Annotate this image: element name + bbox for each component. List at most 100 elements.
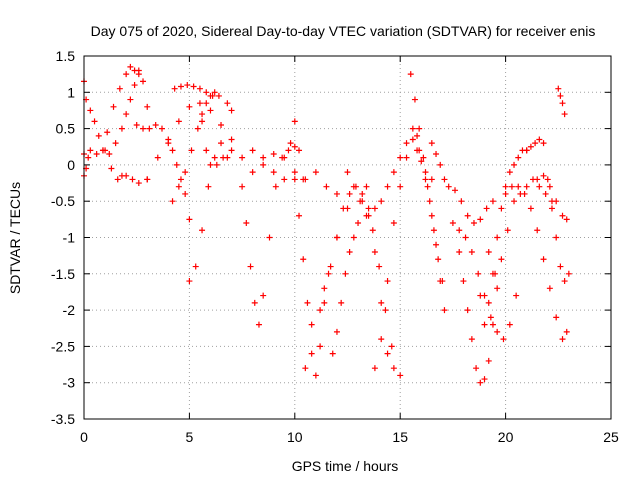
data-point (196, 85, 203, 92)
data-point (523, 147, 530, 154)
data-point (184, 82, 191, 89)
data-point (140, 78, 147, 85)
data-point (177, 83, 184, 90)
data-point (304, 299, 311, 306)
data-point (506, 169, 513, 176)
data-point (291, 169, 298, 176)
series-arc-32 (555, 85, 568, 118)
data-point (333, 328, 340, 335)
data-point (546, 183, 553, 190)
data-point (287, 140, 294, 147)
data-point (546, 285, 553, 292)
data-point (255, 321, 262, 328)
data-point (422, 169, 429, 176)
data-point (182, 190, 189, 197)
series-arc-4 (102, 147, 151, 187)
data-point (502, 190, 509, 197)
data-point (260, 154, 267, 161)
data-point (131, 82, 138, 89)
data-point (104, 129, 111, 136)
series-arc-8 (169, 89, 218, 205)
data-point (433, 241, 440, 248)
data-point (414, 147, 421, 154)
series-arc-22 (414, 147, 446, 285)
data-point (378, 198, 385, 205)
data-point (165, 140, 172, 147)
data-point (430, 227, 437, 234)
data-point (390, 219, 397, 226)
data-point (390, 169, 397, 176)
data-point (224, 100, 231, 107)
y-tick-label: -2 (63, 302, 76, 318)
data-point (158, 125, 165, 132)
data-point (260, 161, 267, 168)
data-point (300, 256, 307, 263)
data-point (266, 234, 273, 241)
data-point (243, 219, 250, 226)
data-point (190, 83, 197, 90)
y-tick-label: -0.5 (51, 193, 75, 209)
series-arc-24 (445, 183, 496, 226)
series-arc-20 (365, 125, 421, 219)
data-point (342, 270, 349, 277)
series-arc-14 (291, 176, 328, 379)
data-point (333, 190, 340, 197)
data-point (291, 176, 298, 183)
data-point (403, 154, 410, 161)
data-point (542, 190, 549, 197)
data-point (123, 172, 130, 179)
data-point (281, 154, 288, 161)
data-point (536, 136, 543, 143)
data-point (559, 336, 566, 343)
data-point (428, 140, 435, 147)
data-point (87, 107, 94, 114)
data-point (464, 212, 471, 219)
data-point (559, 100, 566, 107)
data-point (302, 365, 309, 372)
data-point (144, 176, 151, 183)
series-arc-19 (371, 136, 435, 372)
data-point (154, 154, 161, 161)
data-point (133, 121, 140, 128)
data-point (441, 307, 448, 314)
series-arc-27 (477, 147, 530, 328)
data-point (270, 169, 277, 176)
data-point (213, 161, 220, 168)
data-point (500, 336, 507, 343)
data-point (477, 216, 484, 223)
series-arc-5 (133, 121, 193, 223)
data-point (369, 227, 376, 234)
data-point (144, 103, 151, 110)
data-point (203, 89, 210, 96)
data-point (95, 132, 102, 139)
x-tick-label: 15 (392, 429, 408, 445)
data-point (188, 147, 195, 154)
data-point (378, 299, 385, 306)
data-point (557, 92, 564, 99)
series-arc-10 (199, 118, 235, 168)
data-point (460, 278, 467, 285)
data-point (127, 63, 134, 70)
x-tick-label: 10 (287, 429, 303, 445)
data-point (123, 71, 130, 78)
data-point (548, 205, 555, 212)
data-point (211, 154, 218, 161)
data-point (296, 212, 303, 219)
series-arc-12 (239, 147, 351, 212)
data-point (403, 140, 410, 147)
data-point (492, 270, 499, 277)
data-point (247, 263, 254, 270)
data-point (481, 376, 488, 383)
data-point (169, 147, 176, 154)
data-point (207, 92, 214, 99)
data-point (532, 140, 539, 147)
data-point (384, 278, 391, 285)
data-point (357, 198, 364, 205)
data-point (565, 270, 572, 277)
data-point (494, 328, 501, 335)
data-point (418, 158, 425, 165)
y-axis-label: SDTVAR / TECUs (7, 182, 23, 294)
data-point (458, 198, 465, 205)
data-point (175, 183, 182, 190)
data-point (489, 321, 496, 328)
